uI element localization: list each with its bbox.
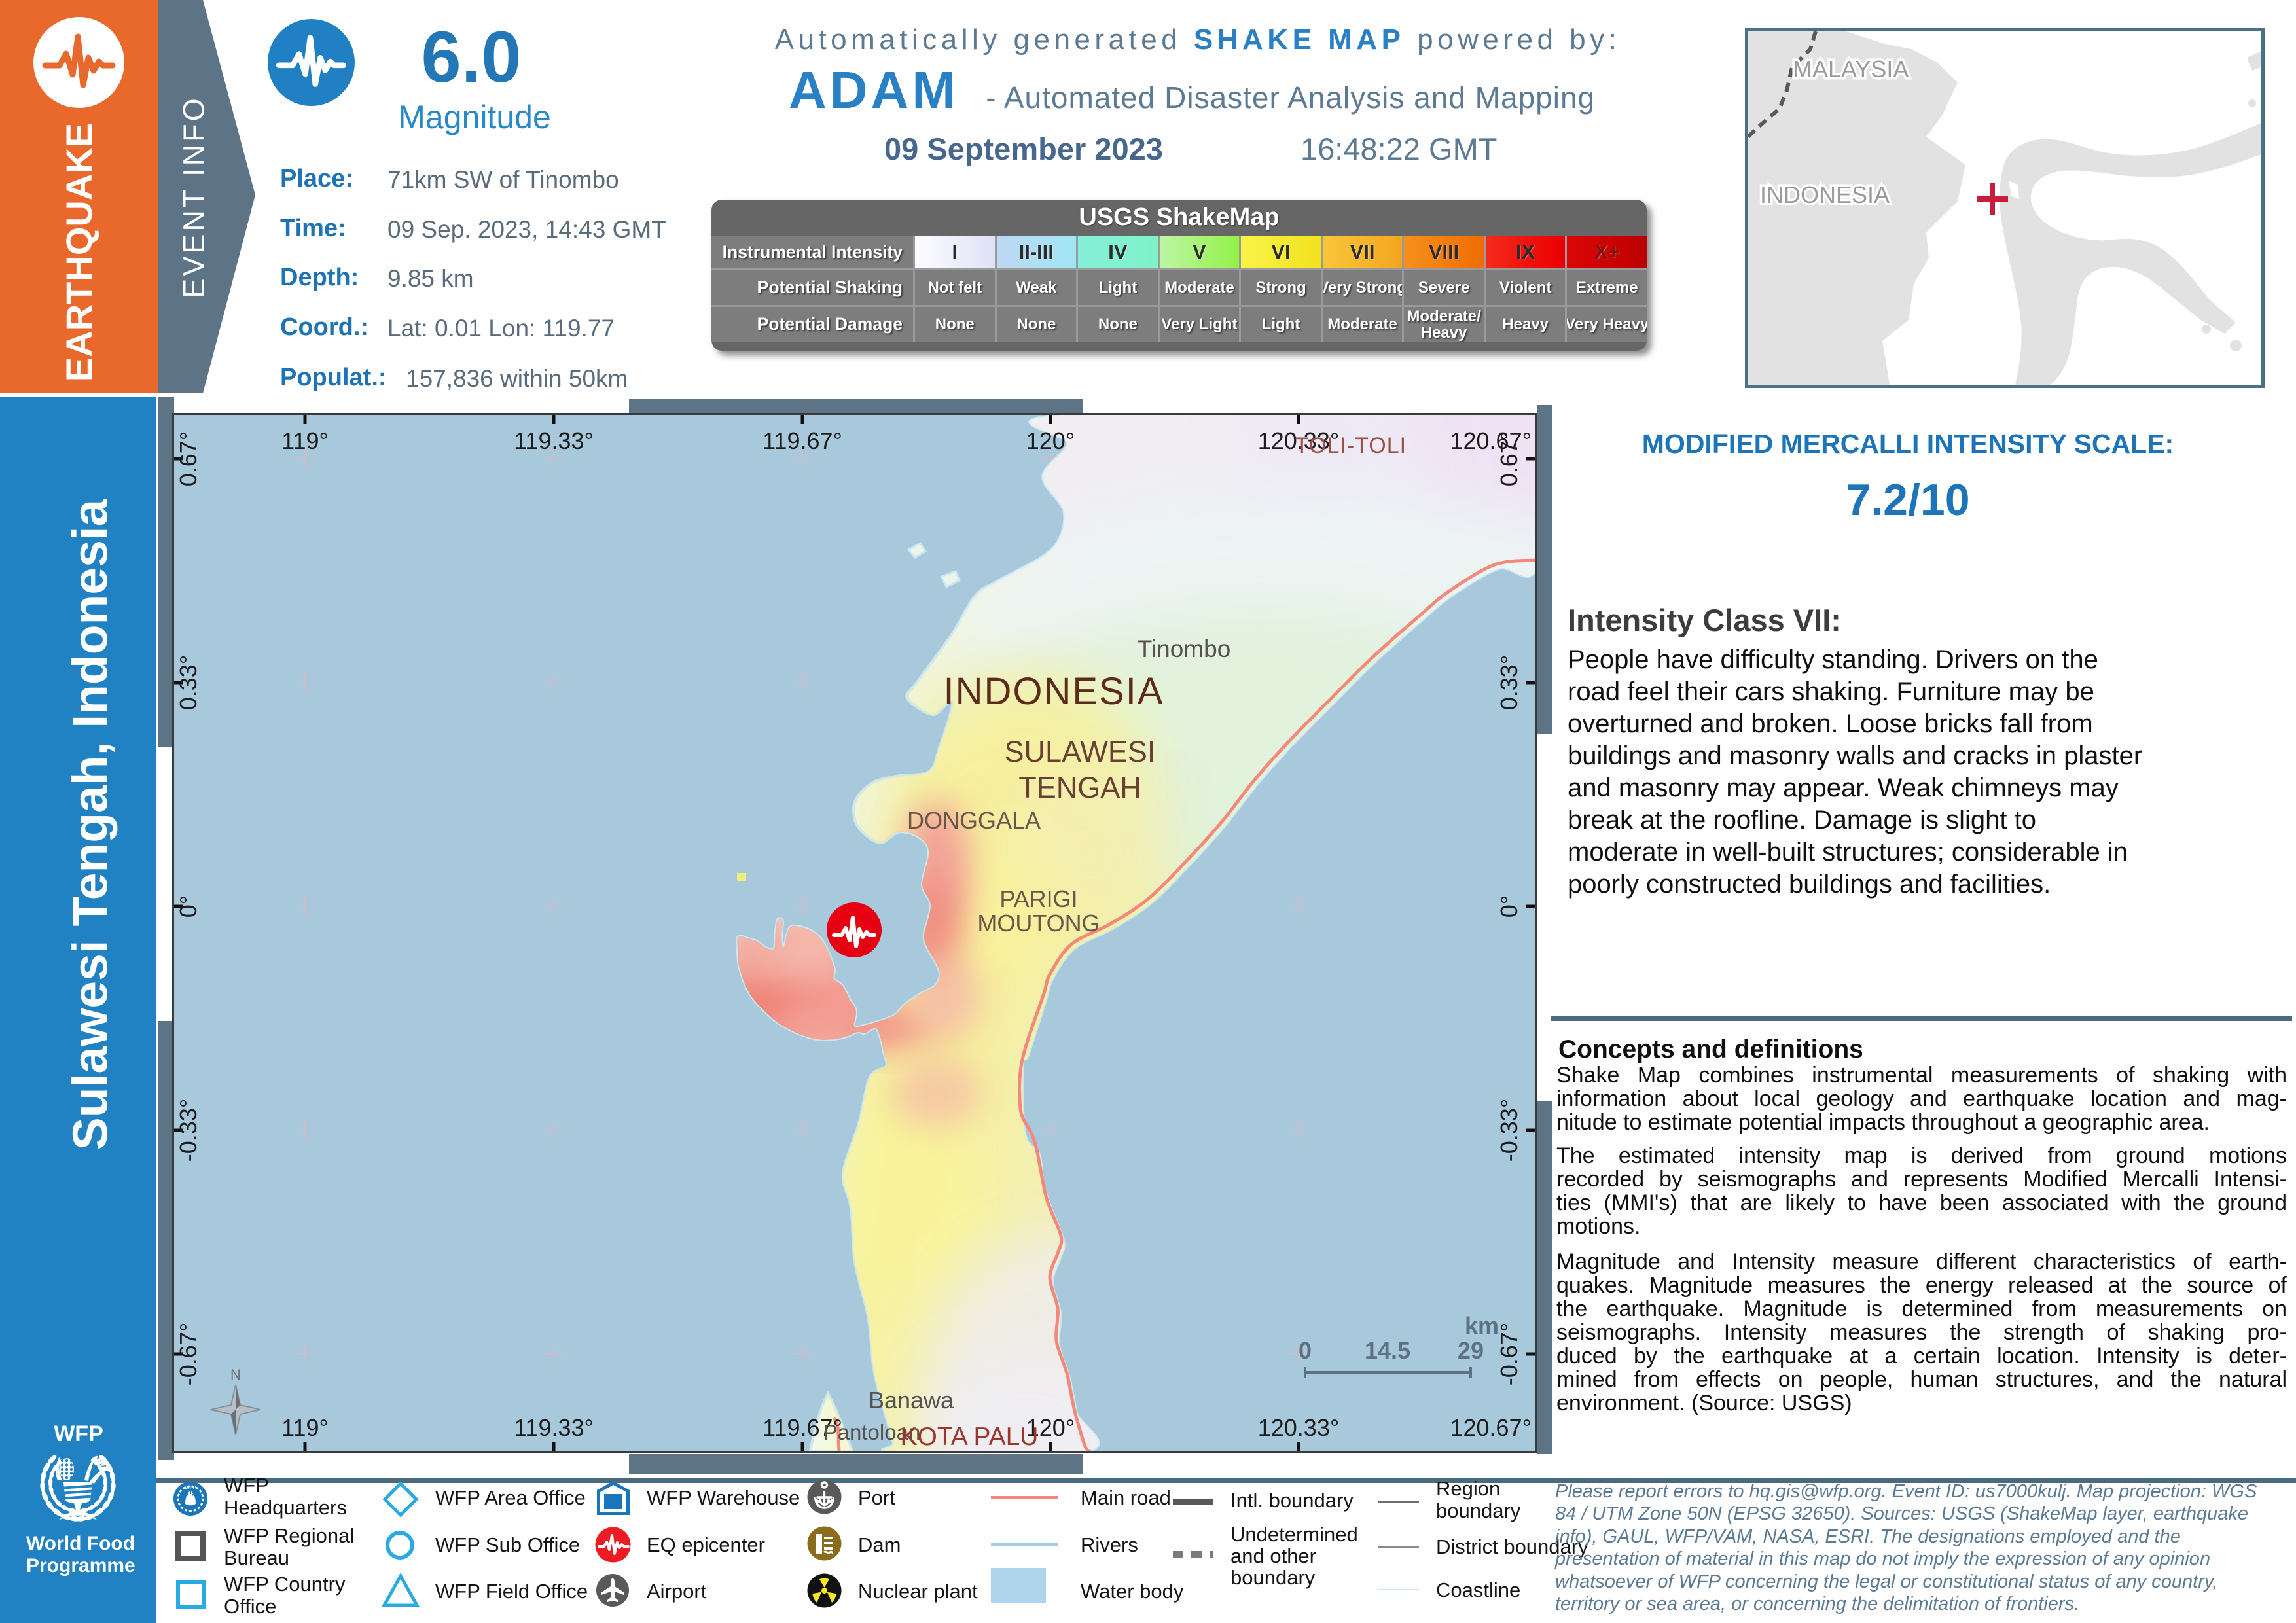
svg-text:120.33°: 120.33°	[1258, 427, 1340, 454]
svg-text:14.5: 14.5	[1365, 1337, 1410, 1364]
svg-text:Banawa: Banawa	[869, 1387, 954, 1414]
svg-text:INDONESIA: INDONESIA	[943, 670, 1164, 713]
svg-text:Tinombo: Tinombo	[1138, 635, 1231, 662]
svg-text:119°: 119°	[281, 1414, 329, 1441]
svg-text:120.67°: 120.67°	[1450, 427, 1532, 454]
svg-text:WFP: WFP	[185, 1485, 196, 1491]
svg-text:-0.33°: -0.33°	[1496, 1099, 1522, 1162]
svg-text:SULAWESI: SULAWESI	[1005, 735, 1156, 768]
svg-text:119.67°: 119.67°	[762, 1414, 842, 1441]
svg-text:120.33°: 120.33°	[1258, 1414, 1340, 1441]
svg-text:MALAYSIA: MALAYSIA	[1793, 56, 1909, 82]
svg-text:km: km	[1465, 1312, 1499, 1339]
svg-text:DONGGALA: DONGGALA	[907, 807, 1041, 834]
svg-text:-0.67°: -0.67°	[1496, 1323, 1522, 1385]
svg-text:TENGAH: TENGAH	[1018, 771, 1141, 804]
svg-text:120°: 120°	[1026, 427, 1075, 454]
svg-text:MOUTONG: MOUTONG	[977, 910, 1100, 936]
svg-text:0: 0	[1299, 1337, 1312, 1364]
svg-text:PARIGI: PARIGI	[999, 885, 1077, 912]
svg-text:119.33°: 119.33°	[514, 1414, 594, 1441]
svg-text:N: N	[230, 1366, 241, 1383]
svg-text:119.67°: 119.67°	[762, 427, 842, 454]
svg-text:INDONESIA: INDONESIA	[1760, 181, 1890, 208]
svg-text:KOTA PALU: KOTA PALU	[901, 1423, 1039, 1451]
svg-text:0.33°: 0.33°	[1496, 655, 1522, 710]
svg-text:0°: 0°	[1496, 895, 1522, 918]
svg-text:-0.33°: -0.33°	[175, 1099, 202, 1162]
svg-text:TOLI-TOLI: TOLI-TOLI	[1295, 433, 1407, 458]
svg-text:0.67°: 0.67°	[1496, 431, 1522, 486]
svg-text:120°: 120°	[1026, 1414, 1075, 1441]
svg-text:29: 29	[1458, 1337, 1484, 1364]
svg-text:Pantoloan: Pantoloan	[823, 1420, 921, 1444]
svg-text:0°: 0°	[175, 895, 202, 918]
svg-text:0.33°: 0.33°	[175, 655, 202, 710]
svg-text:-0.67°: -0.67°	[175, 1323, 202, 1385]
svg-text:119°: 119°	[281, 427, 329, 454]
svg-text:120.67°: 120.67°	[1450, 1414, 1532, 1441]
svg-text:0.67°: 0.67°	[175, 431, 202, 486]
svg-text:119.33°: 119.33°	[514, 427, 594, 454]
